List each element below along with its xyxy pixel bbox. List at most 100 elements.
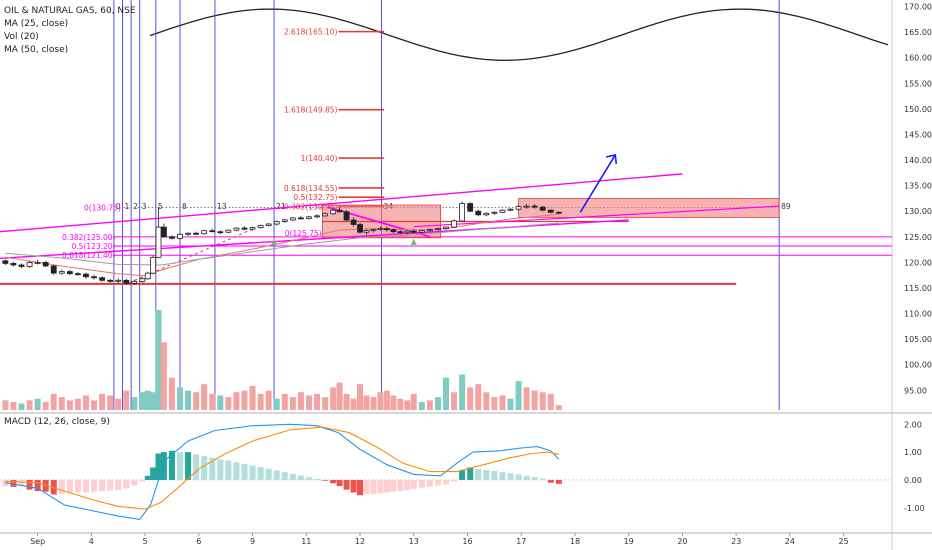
candle-up <box>273 221 280 225</box>
volume-bar <box>177 387 184 410</box>
price-tick-label: 100.00 <box>904 361 932 370</box>
volume-bar <box>26 400 33 410</box>
candle-up <box>201 230 208 235</box>
candle-down <box>217 231 224 234</box>
ma50-line <box>5 222 559 266</box>
volume-bar <box>336 382 343 410</box>
legend-volume[interactable]: Vol (20) <box>4 32 39 42</box>
price-tick-label: 165.00 <box>904 28 932 37</box>
candle-up <box>150 256 157 274</box>
fib-retracement-label: 0(125.75) <box>285 229 322 238</box>
macd-histogram-bar <box>265 468 272 480</box>
legend-ma50[interactable]: MA (50, close) <box>4 45 69 55</box>
macd-histogram-bar <box>144 475 151 480</box>
volume-bar <box>343 393 350 410</box>
macd-histogram-bar <box>185 452 192 480</box>
price-tick-label: 115.00 <box>904 284 932 293</box>
candle-down <box>169 236 175 239</box>
x-tick-label: Sep <box>30 537 45 546</box>
candle-up <box>322 213 328 217</box>
legend-macd[interactable]: MACD (12, 26, close, 9) <box>4 417 110 427</box>
x-tick-label: 16 <box>462 537 472 546</box>
candle-up <box>185 232 191 235</box>
macd-line <box>5 423 560 520</box>
macd-histogram-bar <box>217 459 224 480</box>
candle-down <box>298 217 304 220</box>
macd-histogram-bar <box>426 479 433 487</box>
candle-down <box>75 273 81 276</box>
macd-histogram-bar <box>491 471 498 480</box>
volume-bar <box>107 395 114 410</box>
macd-histogram-bar <box>343 479 350 490</box>
macd-histogram-bar <box>418 479 425 488</box>
candle-down <box>336 209 343 213</box>
macd-histogram-bar <box>322 479 329 481</box>
candle-up <box>499 209 506 213</box>
price-tick-label: 150.00 <box>904 105 932 114</box>
fib-time-label: 89 <box>781 202 791 211</box>
volume-bar <box>123 390 130 410</box>
macd-histogram-bar <box>249 465 256 480</box>
fib-extension-label: 0.618(134.55) <box>284 184 338 193</box>
x-tick-label: 18 <box>570 537 580 546</box>
macd-histogram-bar <box>209 457 216 480</box>
volume-bar <box>499 395 506 410</box>
volume-bar <box>531 390 538 410</box>
macd-histogram-bar <box>139 479 146 482</box>
macd-histogram-bar <box>383 479 390 493</box>
volume-bar <box>115 398 122 410</box>
candle-down <box>123 279 130 284</box>
volume-bar <box>209 393 216 410</box>
macd-histogram-bar <box>515 474 522 480</box>
macd-histogram-bar <box>397 479 404 492</box>
candle-up <box>139 278 146 282</box>
volume-bar <box>483 392 490 410</box>
candle-up <box>314 215 320 218</box>
volume-bar <box>193 392 200 410</box>
macd-histogram-bar <box>131 479 138 486</box>
candle-down <box>547 209 554 213</box>
candle-down <box>83 273 89 278</box>
fib-time-label: 1 <box>125 202 130 211</box>
candle-up <box>177 233 183 239</box>
volume-bar <box>539 392 546 410</box>
macd-histogram-bar <box>91 479 98 492</box>
macd-histogram-bar <box>531 477 538 480</box>
price-tick-label: 170.00 <box>904 3 932 12</box>
macd-histogram-bar <box>330 479 337 484</box>
macd-histogram-bar <box>404 479 411 490</box>
candle-up <box>257 225 264 229</box>
candle-down <box>390 229 397 233</box>
macd-histogram-bar <box>257 467 264 480</box>
candle-down <box>467 203 474 212</box>
volume-bar <box>160 342 167 410</box>
macd-histogram-bar <box>390 479 397 492</box>
volume-bar <box>10 401 17 410</box>
volume-bar <box>467 387 474 410</box>
macd-histogram-bar <box>451 479 458 482</box>
volume-bar <box>18 403 25 410</box>
candle-down <box>357 224 363 233</box>
volume-bar <box>350 398 357 410</box>
volume-bar <box>410 393 417 410</box>
volume-bar <box>547 393 554 410</box>
volume-bar <box>168 377 175 410</box>
candle-up <box>443 226 449 230</box>
candle-down <box>397 231 404 234</box>
legend-ma25[interactable]: MA (25, close) <box>4 19 69 29</box>
macd-histogram-bar <box>66 479 73 494</box>
legend-symbol[interactable]: OIL & NATURAL GAS, 60, NSE <box>4 6 136 16</box>
macd-histogram-bar <box>370 479 377 494</box>
price-tick-label: 95.00 <box>904 386 927 395</box>
macd-histogram-bar <box>555 479 562 484</box>
macd-histogram-bar <box>483 469 490 480</box>
volume-bar <box>475 384 482 410</box>
macd-histogram-bar <box>58 479 65 494</box>
macd-histogram-bar <box>150 467 157 480</box>
fib-extension-label: 0.382(130.95) <box>284 202 338 211</box>
macd-histogram-bar <box>363 479 370 495</box>
volume-bar <box>507 398 514 410</box>
candle-up <box>233 227 240 231</box>
projection-arrow <box>579 154 616 213</box>
